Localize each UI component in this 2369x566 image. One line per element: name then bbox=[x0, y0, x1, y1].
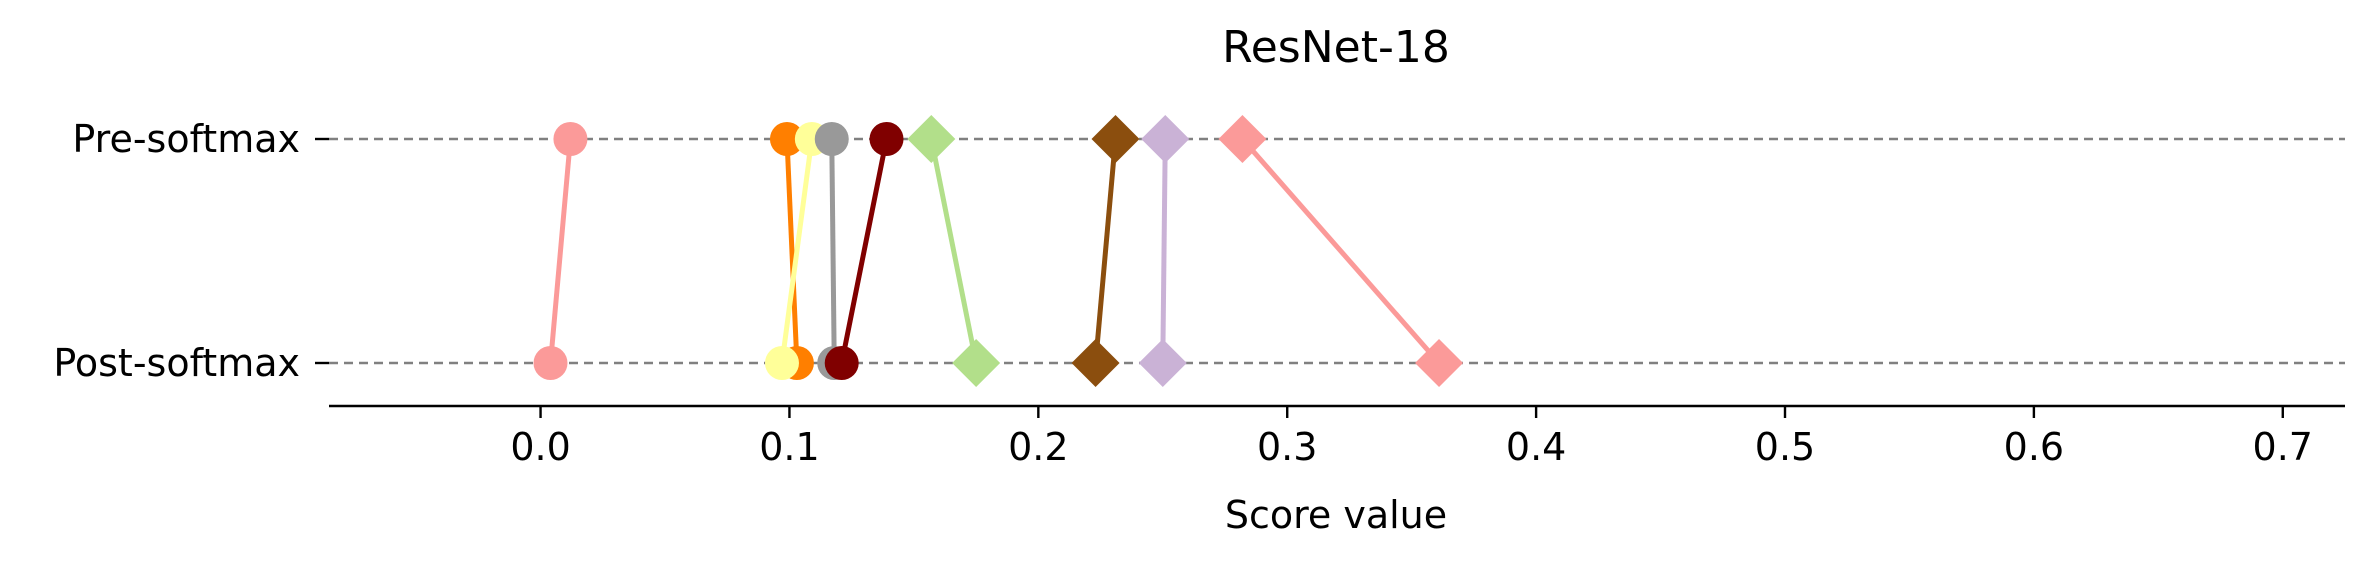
chart-title: ResNet-18 bbox=[1222, 22, 1450, 73]
series-connector bbox=[829, 138, 837, 364]
post-softmax-marker bbox=[533, 346, 568, 380]
series-connector bbox=[1240, 137, 1441, 365]
post-softmax-marker bbox=[1415, 339, 1464, 387]
series-connector bbox=[779, 138, 815, 364]
pre-softmax-marker bbox=[814, 122, 849, 156]
x-tick-label: 0.6 bbox=[2004, 425, 2064, 469]
pre-softmax-marker bbox=[553, 122, 588, 156]
x-tick-label: 0.4 bbox=[1506, 425, 1566, 469]
x-axis-label: Score value bbox=[1225, 493, 1447, 537]
series-connector bbox=[1160, 138, 1168, 364]
data-marks bbox=[533, 115, 1464, 387]
series-connector bbox=[839, 138, 889, 364]
post-softmax-marker bbox=[824, 346, 859, 380]
y-label-post-softmax: Post-softmax bbox=[53, 341, 300, 385]
x-tick-label: 0.5 bbox=[1755, 425, 1815, 469]
pre-softmax-marker bbox=[769, 122, 804, 156]
series-connector bbox=[784, 138, 800, 364]
post-softmax-marker bbox=[952, 339, 1001, 387]
pre-softmax-marker bbox=[1091, 115, 1140, 163]
series-connector bbox=[928, 138, 979, 364]
post-softmax-marker bbox=[1138, 339, 1187, 387]
pre-softmax-marker bbox=[907, 115, 956, 163]
post-softmax-marker bbox=[1071, 339, 1120, 387]
series-connector bbox=[1093, 138, 1118, 364]
pre-softmax-marker bbox=[1141, 115, 1190, 163]
x-tick-label: 0.7 bbox=[2253, 425, 2313, 469]
x-tick-label: 0.1 bbox=[759, 425, 819, 469]
series-connector bbox=[548, 138, 573, 364]
post-softmax-marker bbox=[764, 346, 799, 380]
x-tick-label: 0.2 bbox=[1008, 425, 1068, 469]
x-tick-label: 0.0 bbox=[510, 425, 570, 469]
y-label-pre-softmax: Pre-softmax bbox=[72, 117, 300, 161]
x-tick-label: 0.3 bbox=[1257, 425, 1317, 469]
pre-softmax-marker bbox=[869, 122, 904, 156]
pre-softmax-marker bbox=[1218, 115, 1267, 163]
x-ticks: 0.0 0.1 0.2 0.3 0.4 0.5 0.6 0.7 bbox=[510, 406, 2313, 469]
